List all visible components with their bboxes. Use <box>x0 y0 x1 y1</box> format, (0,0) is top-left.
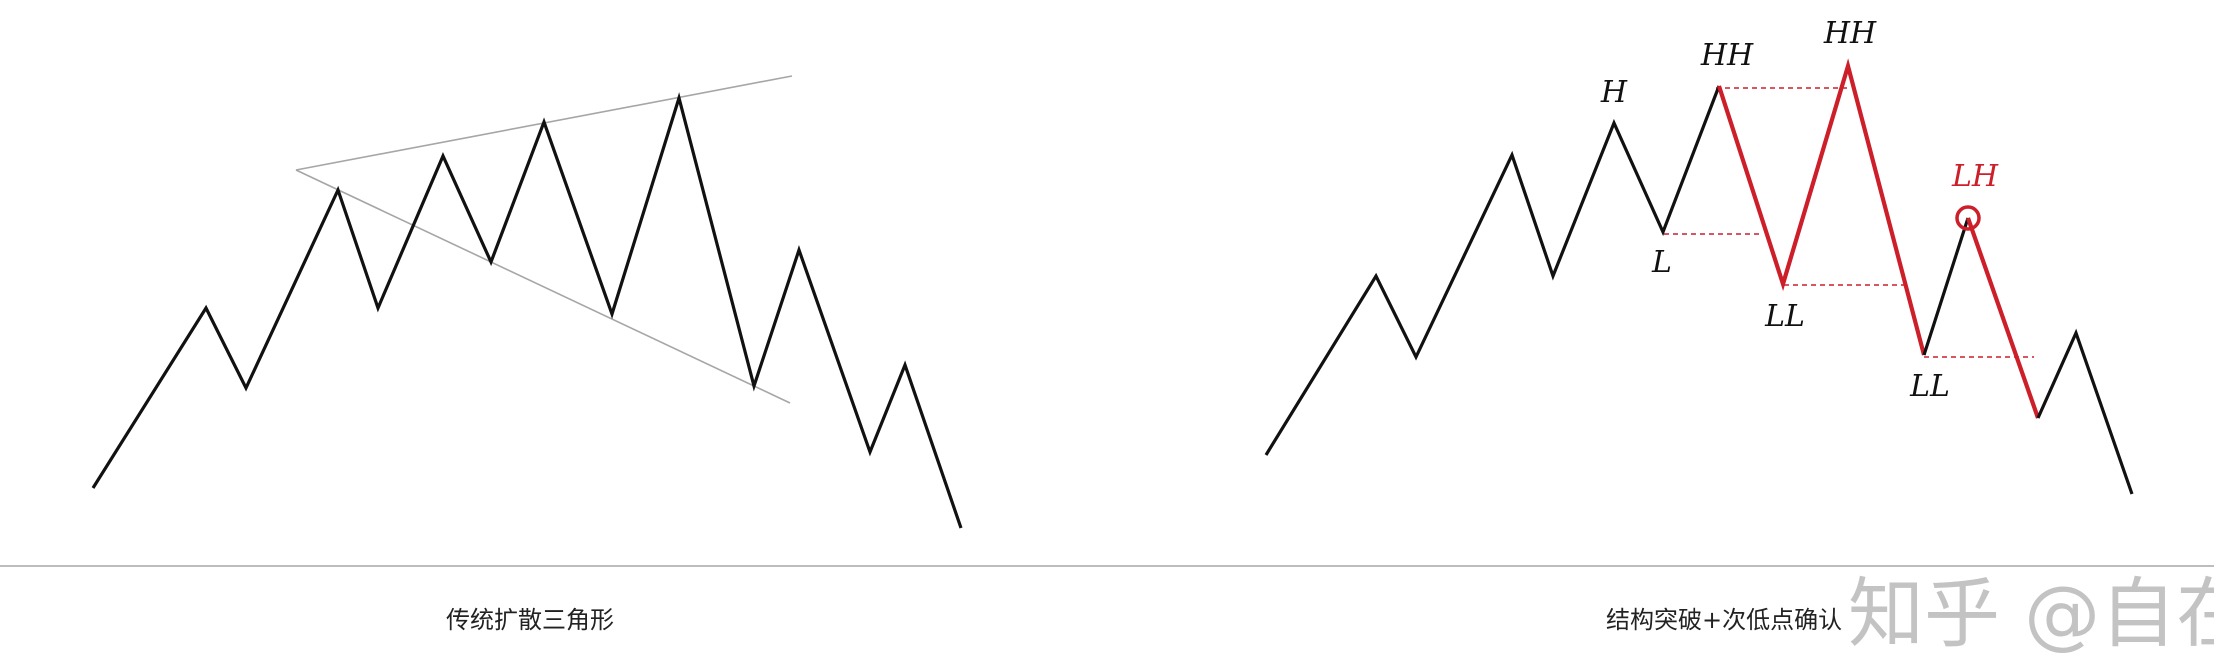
label-hh-1: HH <box>1700 38 1754 73</box>
label-lh: LH <box>1951 159 1999 194</box>
watermark: 知乎 @自在 <box>1848 569 2214 658</box>
label-h: H <box>1600 75 1628 110</box>
lower-trendline <box>295 169 791 404</box>
right-price-path-start <box>1264 85 1721 456</box>
left-price-path <box>91 92 963 529</box>
right-price-path-end <box>2036 328 2134 495</box>
right-panel-caption: 结构突破+次低点确认 <box>1606 606 1843 634</box>
structure-break-path <box>1717 58 1927 356</box>
label-hh-2: HH <box>1823 16 1877 51</box>
label-ll-2: LL <box>1909 369 1950 404</box>
confirmation-path <box>1966 217 2040 419</box>
lower-high-marker-icon <box>1955 205 1981 231</box>
left-panel-caption: 传统扩散三角形 <box>446 606 614 634</box>
label-ll-1: LL <box>1764 299 1805 334</box>
label-l: L <box>1651 245 1672 280</box>
lower-high-rebound-path <box>1922 217 1970 356</box>
